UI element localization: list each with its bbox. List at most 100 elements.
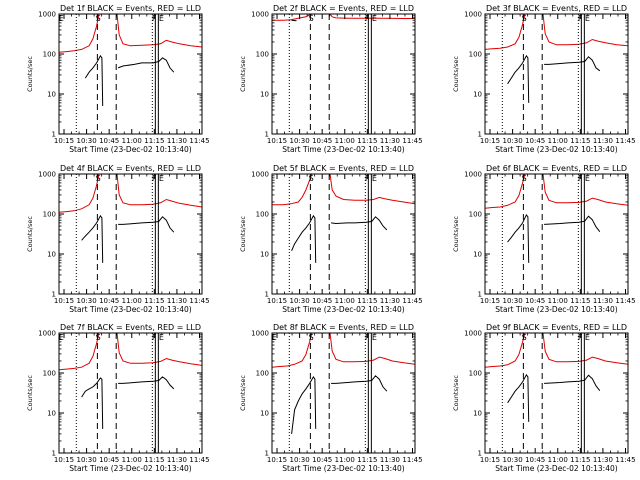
y-tick-label: 10 bbox=[260, 251, 269, 259]
x-tick-label: 11:00 bbox=[335, 456, 355, 464]
x-tick-label: 11:15 bbox=[570, 456, 590, 464]
x-tick-label: 10:30 bbox=[503, 456, 523, 464]
events-series-line bbox=[544, 56, 601, 72]
x-tick-label: 11:30 bbox=[167, 297, 187, 305]
events-series-line bbox=[507, 373, 530, 422]
x-tick-label: 10:15 bbox=[267, 137, 287, 145]
events-series-line bbox=[81, 377, 104, 429]
series-group bbox=[485, 333, 628, 422]
events-series-line bbox=[291, 19, 297, 22]
flag-label: E bbox=[585, 333, 590, 342]
plot-frame bbox=[58, 173, 203, 295]
y-tick-label: 1 bbox=[52, 131, 56, 139]
panel-det-6f: Det 6f BLACK = Events, RED = LLDSFE11010… bbox=[452, 164, 636, 314]
y-tick-label: 10 bbox=[47, 91, 56, 99]
events-series-line bbox=[331, 216, 388, 231]
events-series-line bbox=[544, 215, 601, 233]
lld-series-line bbox=[116, 174, 202, 208]
lld-series-line bbox=[59, 14, 100, 53]
x-tick-label: 10:30 bbox=[290, 297, 310, 305]
x-axis-label: Start Time (23-Dec-02 10:13:40) bbox=[69, 305, 191, 314]
y-axis-label: Counts/sec bbox=[239, 56, 247, 92]
x-tick-label: 11:15 bbox=[144, 137, 164, 145]
flag-label: E bbox=[159, 333, 164, 342]
x-tick-label: 11:45 bbox=[615, 137, 635, 145]
flag-label: E bbox=[585, 174, 590, 183]
y-tick-label: 10 bbox=[47, 251, 56, 259]
lld-series-line bbox=[59, 333, 100, 371]
x-tick-label: 11:00 bbox=[548, 297, 568, 305]
flag-label: S bbox=[522, 14, 527, 23]
x-tick-label: 11:00 bbox=[122, 456, 142, 464]
x-axis-label: Start Time (23-Dec-02 10:13:40) bbox=[282, 464, 404, 473]
panel-det-1f: Det 1f BLACK = Events, RED = LLDESFE1101… bbox=[26, 4, 210, 154]
x-tick-label: 11:45 bbox=[615, 456, 635, 464]
x-tick-label: 10:45 bbox=[99, 456, 119, 464]
x-axis-label: Start Time (23-Dec-02 10:13:40) bbox=[495, 145, 617, 154]
x-tick-label: 10:15 bbox=[267, 297, 287, 305]
y-tick-label: 1 bbox=[52, 450, 56, 458]
panel-title: Det 5f BLACK = Events, RED = LLD bbox=[273, 164, 414, 173]
x-tick-label: 10:30 bbox=[77, 297, 97, 305]
events-series-line bbox=[507, 54, 530, 103]
lld-series-line bbox=[329, 333, 415, 365]
plot-frame bbox=[271, 332, 416, 454]
x-tick-label: 10:30 bbox=[77, 456, 97, 464]
flag-label: S bbox=[522, 174, 527, 183]
y-axis-label: Counts/sec bbox=[26, 56, 34, 92]
x-tick-label: 10:45 bbox=[312, 137, 332, 145]
lld-series-line bbox=[542, 174, 628, 206]
x-tick-label: 11:45 bbox=[189, 456, 209, 464]
y-tick-label: 100 bbox=[256, 211, 269, 219]
plot-frame bbox=[484, 13, 629, 135]
y-tick-label: 10 bbox=[47, 410, 56, 418]
x-tick-label: 11:15 bbox=[357, 297, 377, 305]
y-axis-label: Counts/sec bbox=[26, 216, 34, 252]
y-axis-label: Counts/sec bbox=[26, 375, 34, 411]
x-tick-label: 11:30 bbox=[380, 297, 400, 305]
x-tick-label: 10:45 bbox=[525, 297, 545, 305]
plot-frame bbox=[484, 173, 629, 295]
x-tick-label: 10:30 bbox=[503, 137, 523, 145]
series-group bbox=[485, 14, 628, 103]
y-tick-label: 1000 bbox=[38, 330, 56, 338]
panel-title: Det 3f BLACK = Events, RED = LLD bbox=[486, 4, 627, 13]
x-tick-label: 10:30 bbox=[290, 456, 310, 464]
lld-series-line bbox=[59, 174, 100, 213]
y-tick-label: 10 bbox=[260, 91, 269, 99]
y-tick-label: 1000 bbox=[464, 330, 482, 338]
lld-series-line bbox=[272, 333, 313, 368]
y-tick-label: 100 bbox=[469, 370, 482, 378]
x-tick-label: 10:45 bbox=[99, 137, 119, 145]
panel-title: Det 2f BLACK = Events, RED = LLD bbox=[273, 4, 414, 13]
y-tick-label: 1 bbox=[478, 131, 482, 139]
x-axis-label: Start Time (23-Dec-02 10:13:40) bbox=[69, 145, 191, 154]
y-tick-label: 1 bbox=[265, 291, 269, 299]
y-tick-label: 1000 bbox=[464, 171, 482, 179]
lld-series-line bbox=[116, 333, 202, 366]
y-tick-label: 100 bbox=[256, 370, 269, 378]
flag-label: E bbox=[159, 14, 164, 23]
lld-series-line bbox=[485, 14, 526, 50]
x-tick-label: 11:00 bbox=[548, 137, 568, 145]
x-tick-label: 11:30 bbox=[167, 456, 187, 464]
panel-det-7f: Det 7f BLACK = Events, RED = LLDESFE1101… bbox=[26, 323, 210, 473]
x-axis-label: Start Time (23-Dec-02 10:13:40) bbox=[495, 305, 617, 314]
x-tick-label: 10:15 bbox=[54, 137, 74, 145]
x-tick-label: 11:15 bbox=[144, 297, 164, 305]
events-series-line bbox=[81, 214, 104, 263]
plot-frame bbox=[271, 173, 416, 295]
y-tick-label: 1000 bbox=[38, 171, 56, 179]
y-axis-label: Counts/sec bbox=[452, 216, 460, 252]
flag-label: E bbox=[372, 333, 377, 342]
y-tick-label: 100 bbox=[43, 211, 56, 219]
events-series-line bbox=[331, 375, 388, 392]
y-tick-label: 100 bbox=[469, 51, 482, 59]
x-tick-label: 11:15 bbox=[357, 137, 377, 145]
y-tick-label: 1000 bbox=[251, 330, 269, 338]
x-tick-label: 11:45 bbox=[189, 137, 209, 145]
flag-label: E bbox=[585, 14, 590, 23]
x-tick-label: 11:45 bbox=[402, 456, 422, 464]
x-tick-label: 11:00 bbox=[335, 137, 355, 145]
events-series-line bbox=[118, 376, 175, 390]
